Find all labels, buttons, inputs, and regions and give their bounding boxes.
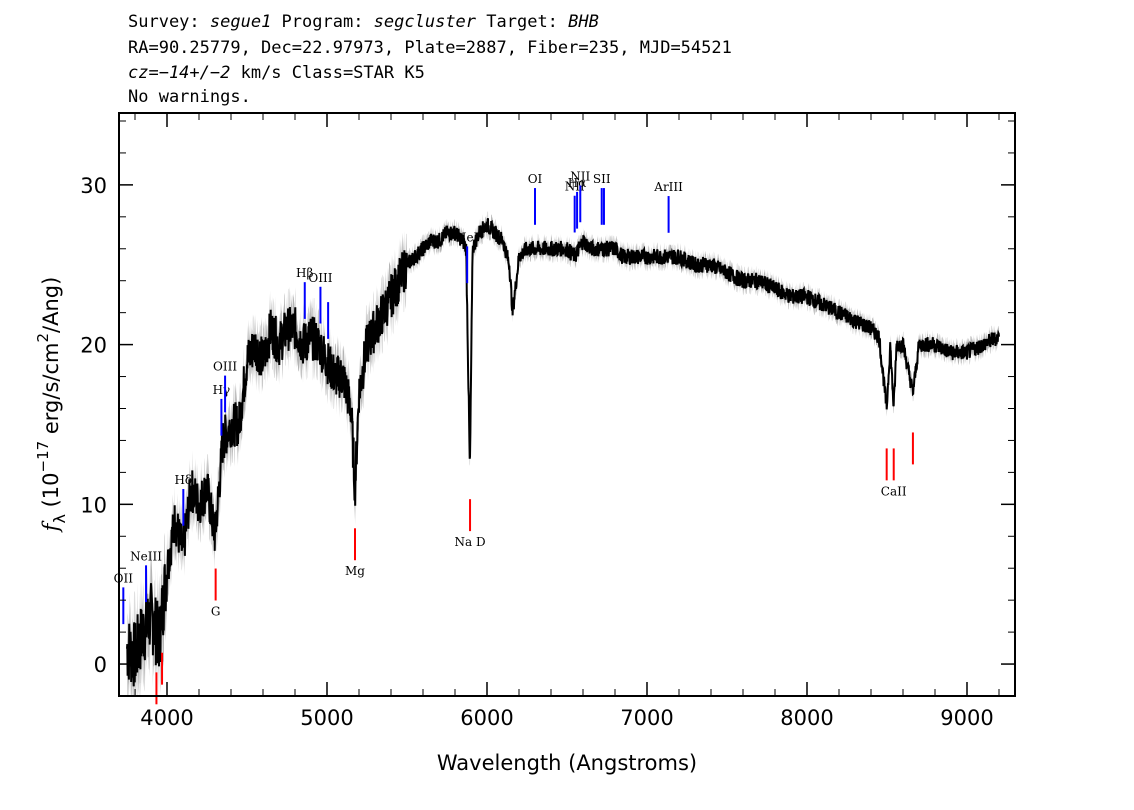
class-text: km/s Class=STAR K5 (230, 63, 425, 83)
flux-error-band (127, 211, 999, 696)
emission-label: NeIII (130, 549, 162, 563)
emission-label: Hα (568, 176, 587, 190)
absorption-label: Mg (345, 564, 365, 578)
header-line-4: No warnings. (128, 87, 251, 107)
emission-label: Hδ (174, 473, 192, 487)
program-value: segcluster (373, 12, 477, 32)
axis-ticks: 4000 5000 6000 7000 8000 9000 0 10 20 30 (80, 113, 1015, 730)
emission-label: NII (570, 170, 590, 184)
x-tick-label: 9000 (940, 706, 993, 730)
emission-label: OI (528, 172, 543, 186)
y-axis-label: fλ (10−17 erg/s/cm2/Ang) (34, 277, 69, 534)
emission-label: Hγ (213, 383, 231, 397)
x-tick-label: 4000 (140, 706, 193, 730)
emission-label: OIII (308, 271, 332, 285)
emission-label: Hβ (296, 266, 313, 280)
plot-frame (118, 112, 1016, 697)
target-label: Target: (476, 12, 569, 32)
x-tick-label: 7000 (620, 706, 673, 730)
emission-label: OIII (213, 360, 237, 374)
absorption-label: Na D (454, 535, 485, 549)
emission-label: SII (593, 172, 611, 186)
survey-label: Survey: (128, 12, 210, 32)
emission-label: HeI (456, 230, 479, 244)
target-value: BHB (568, 12, 599, 32)
absorption-label: CaII (881, 484, 907, 498)
x-tick-label: 8000 (780, 706, 833, 730)
emission-label: OII (114, 571, 134, 585)
y-tick-label: 30 (80, 174, 107, 198)
header-line-3: cz=−14+/−2 km/s Class=STAR K5 (128, 63, 425, 83)
program-label: Program: (271, 12, 374, 32)
y-tick-label: 0 (94, 653, 107, 677)
header-line-2: RA=90.25779, Dec=22.97973, Plate=2887, F… (128, 38, 732, 58)
absorption-label: G (211, 604, 221, 618)
emission-label: ArIII (653, 180, 683, 194)
y-tick-label: 10 (80, 493, 107, 517)
redshift-value: cz=−14+/−2 (128, 63, 231, 83)
x-axis-label: Wavelength (Angstroms) (437, 751, 697, 775)
survey-value: segue1 (209, 12, 272, 32)
spectrum-plot-area (126, 211, 1000, 696)
header-line-1: Survey: segue1 Program: segcluster Targe… (128, 12, 599, 32)
x-tick-label: 6000 (460, 706, 513, 730)
flux-line (126, 217, 1000, 687)
y-tick-label: 20 (80, 334, 107, 358)
x-tick-label: 5000 (300, 706, 353, 730)
